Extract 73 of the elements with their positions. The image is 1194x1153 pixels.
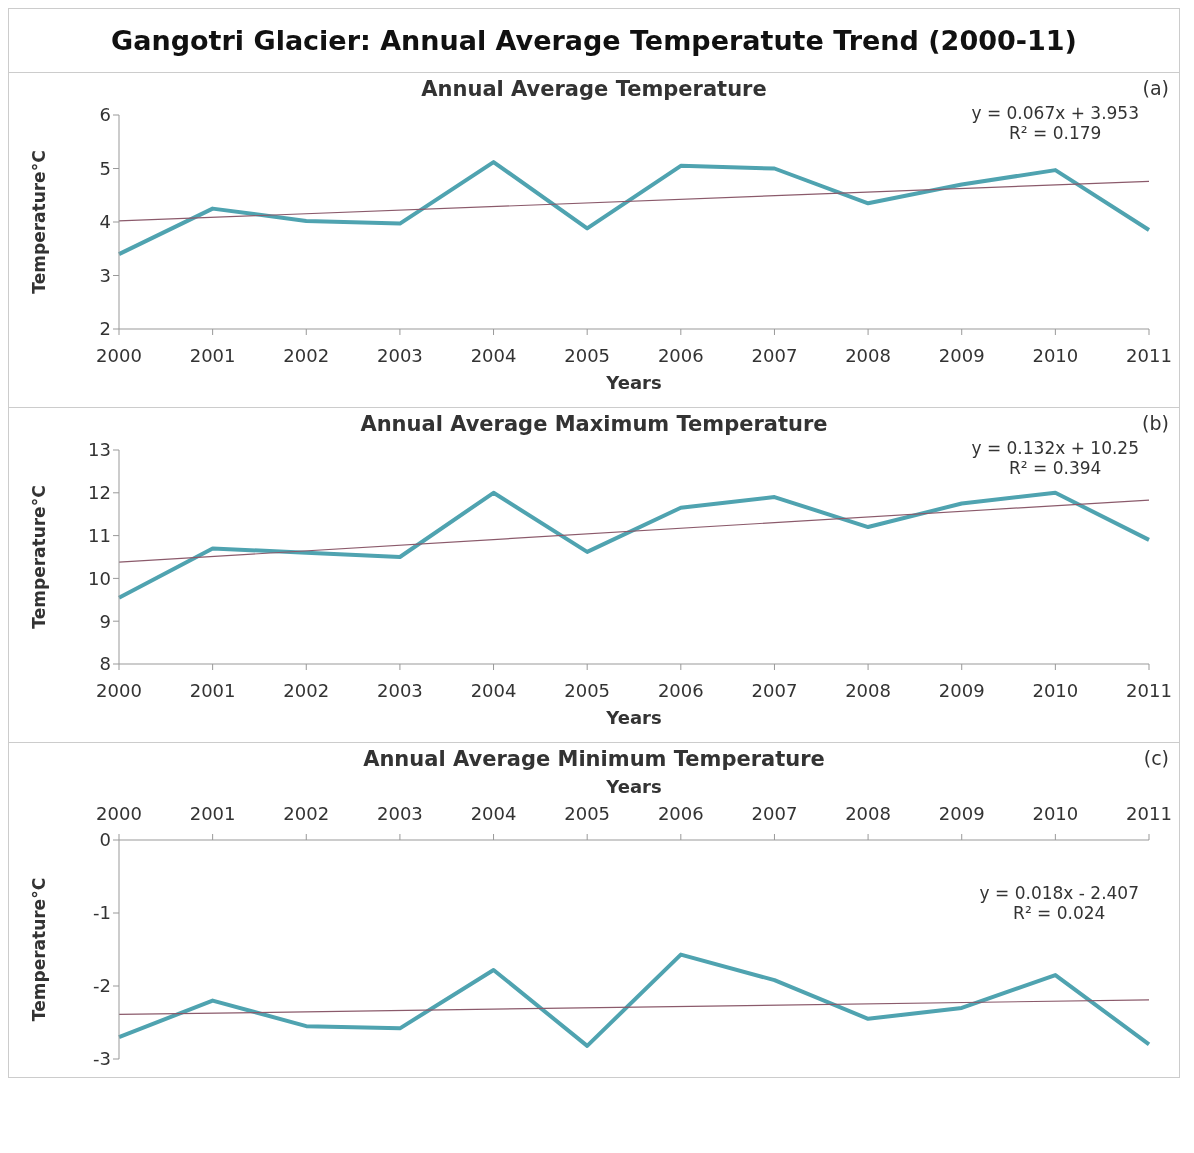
- y-axis-title: Temperature°C: [29, 877, 50, 1022]
- x-axis-title: Years: [605, 707, 662, 728]
- y-tick-label: 5: [99, 157, 111, 179]
- y-tick-label: 9: [99, 610, 111, 632]
- x-tick-label: 2010: [1032, 679, 1079, 701]
- y-tick-label: 13: [88, 439, 111, 461]
- annotation: y = 0.018x - 2.407: [979, 883, 1139, 903]
- y-axis-title: Temperature°C: [29, 150, 50, 294]
- x-tick-label: 2009: [938, 344, 985, 366]
- x-tick-label: 2003: [377, 803, 423, 824]
- y-tick-label: 10: [88, 567, 111, 589]
- x-tick-label: 2001: [189, 344, 236, 366]
- x-tick-label: 2004: [470, 803, 517, 824]
- x-tick-label: 2005: [564, 803, 611, 824]
- x-tick-label: 2008: [845, 803, 891, 824]
- line-series: [117, 952, 1151, 1048]
- text: (a): [1142, 77, 1169, 99]
- x-tick-label: 2007: [751, 679, 798, 701]
- x-tick-label: 2006: [657, 679, 704, 701]
- chart-subtitle: Annual Average Temperature: [421, 77, 767, 101]
- x-tick-label: 2009: [938, 803, 985, 824]
- line-series: [117, 490, 1151, 600]
- chart-title: Gangotri Glacier: Annual Average Temperatute Trend (2000-11): [110, 24, 1078, 58]
- y-tick-label: -3: [93, 1048, 111, 1070]
- y-tick-label: 4: [99, 211, 111, 233]
- x-tick-label: 2006: [657, 344, 704, 366]
- x-tick-label: 2003: [377, 344, 423, 366]
- x-tick-label: 2008: [845, 679, 891, 701]
- y-tick-label: 12: [88, 482, 111, 504]
- x-tick-label: 2010: [1032, 344, 1079, 366]
- text: (c): [1143, 747, 1169, 769]
- x-tick-label: 2000: [96, 803, 142, 824]
- x-tick-label: 2002: [283, 803, 330, 824]
- x-tick-label: 2011: [1126, 679, 1172, 701]
- x-tick-label: 2003: [377, 679, 423, 701]
- y-tick-label: 8: [99, 653, 111, 675]
- x-tick-label: 2005: [564, 344, 611, 366]
- x-tick-label: 2005: [564, 679, 611, 701]
- x-tick-label: 2002: [283, 344, 330, 366]
- x-tick-label: 2000: [96, 679, 142, 701]
- x-tick-label: 2011: [1126, 803, 1172, 824]
- x-tick-label: 2004: [470, 679, 517, 701]
- y-tick-label: 6: [99, 104, 111, 126]
- y-tick-label: 11: [88, 524, 111, 546]
- x-tick-label: 2006: [657, 803, 704, 824]
- x-tick-label: 2010: [1032, 803, 1079, 824]
- chart-subtitle: Annual Average Maximum Temperature: [360, 412, 828, 436]
- x-tick-label: 2001: [189, 803, 236, 824]
- y-axis-title: Temperature°C: [29, 485, 50, 629]
- y-tick-label: 2: [99, 318, 111, 340]
- annotation: R² = 0.179: [1008, 123, 1103, 143]
- y-tick-label: -1: [93, 902, 111, 924]
- chart-subtitle: Annual Average Minimum Temperature: [363, 747, 825, 771]
- x-tick-label: 2008: [845, 344, 891, 366]
- x-tick-label: 2007: [751, 344, 798, 366]
- annotation: y = 0.067x + 3.953: [971, 103, 1139, 123]
- annotation: y = 0.132x + 10.25: [971, 438, 1139, 458]
- annotation: R² = 0.394: [1008, 458, 1103, 478]
- x-tick-label: 2007: [751, 803, 798, 824]
- x-tick-label: 2004: [470, 344, 517, 366]
- y-tick-label: -2: [93, 975, 111, 997]
- annotation: R² = 0.024: [1012, 903, 1107, 923]
- x-axis-title: Years: [605, 775, 662, 797]
- y-tick-label: 3: [99, 264, 111, 286]
- x-tick-label: 2011: [1126, 344, 1172, 366]
- text: (b): [1142, 412, 1169, 434]
- x-axis-title: Years: [605, 372, 662, 393]
- x-tick-label: 2002: [283, 679, 330, 701]
- x-tick-label: 2009: [938, 679, 985, 701]
- line-series: [117, 160, 1151, 257]
- x-tick-label: 2001: [189, 679, 236, 701]
- y-tick-label: 0: [99, 829, 111, 851]
- x-tick-label: 2000: [96, 344, 142, 366]
